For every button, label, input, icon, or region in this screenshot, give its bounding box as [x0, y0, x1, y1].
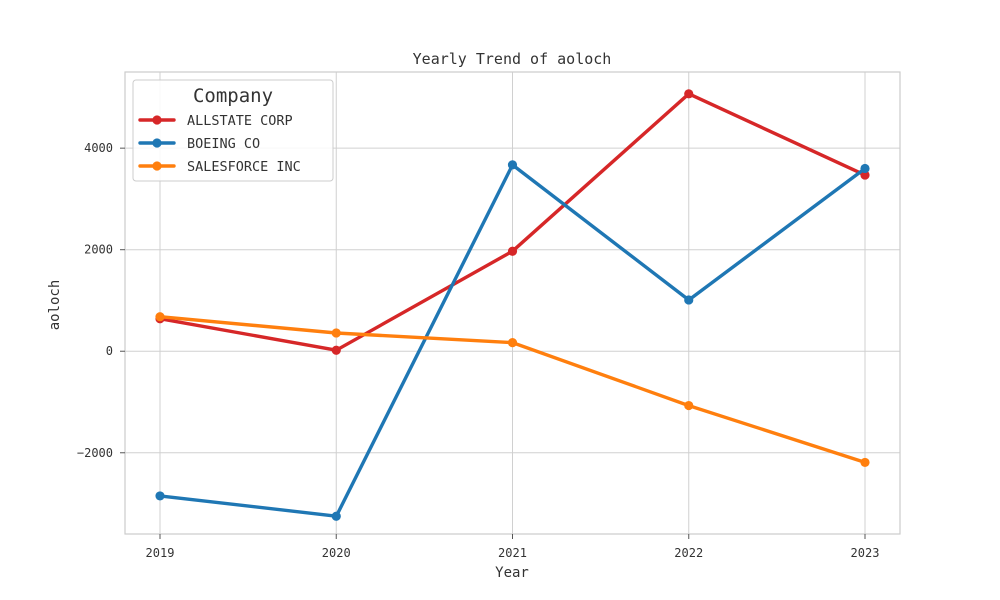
- legend-swatch-marker: [152, 161, 162, 171]
- data-point-boeing-co: [684, 295, 694, 305]
- series-boeing-co: [155, 160, 870, 521]
- legend-entry-allstate-corp: ALLSTATE CORP: [138, 113, 293, 129]
- x-tick-label: 2021: [498, 546, 527, 560]
- data-point-boeing-co: [507, 160, 518, 170]
- y-axis-title: aoloch: [47, 280, 63, 331]
- chart-title: Yearly Trend of aoloch: [413, 50, 612, 68]
- x-tick-label: 2020: [322, 546, 351, 560]
- data-point-salesforce-inc: [331, 328, 341, 338]
- data-point-salesforce-inc: [155, 312, 165, 322]
- data-point-allstate-corp: [860, 170, 870, 180]
- y-tick-label: 2000: [84, 243, 113, 257]
- legend-label: ALLSTATE CORP: [187, 113, 293, 129]
- data-point-allstate-corp: [331, 345, 341, 355]
- data-point-allstate-corp: [507, 246, 518, 256]
- x-tick-label: 2023: [851, 546, 880, 560]
- data-point-salesforce-inc: [684, 400, 694, 411]
- legend-label: SALESFORCE INC: [187, 159, 301, 175]
- legend-entry-salesforce-inc: SALESFORCE INC: [138, 159, 301, 175]
- data-point-boeing-co: [331, 511, 341, 521]
- y-tick-label: −2000: [77, 446, 113, 460]
- legend-box: [132, 79, 334, 182]
- data-point-allstate-corp: [684, 89, 694, 99]
- x-axis-title: Year: [495, 565, 529, 581]
- x-tick-label: 2022: [674, 546, 703, 560]
- legend-swatch-marker: [152, 138, 162, 148]
- series-salesforce-inc: [155, 312, 870, 468]
- x-tick-label: 2019: [146, 546, 175, 560]
- legend-label: BOEING CO: [187, 136, 260, 152]
- data-point-salesforce-inc: [507, 338, 518, 348]
- data-point-boeing-co: [860, 163, 870, 174]
- legend-swatch-marker: [152, 115, 162, 125]
- legend-entries: ALLSTATE CORP BOEING CO SALESFORCE INC: [138, 113, 301, 175]
- legend: Company ALLSTATE CORP BOEING CO SALESFORCE…: [132, 79, 334, 182]
- y-tick-label: 0: [106, 344, 113, 358]
- series-layer: [155, 89, 870, 521]
- data-point-boeing-co: [155, 491, 165, 501]
- y-tick-label: 4000: [84, 141, 113, 155]
- tick-labels: 2019 2020 2021 2022 2023 −2000 0 2000 4000: [77, 141, 880, 560]
- legend-entry-boeing-co: BOEING CO: [138, 136, 260, 152]
- series-allstate-corp: [155, 89, 870, 355]
- data-point-salesforce-inc: [860, 457, 870, 468]
- legend-title: Company: [193, 85, 273, 107]
